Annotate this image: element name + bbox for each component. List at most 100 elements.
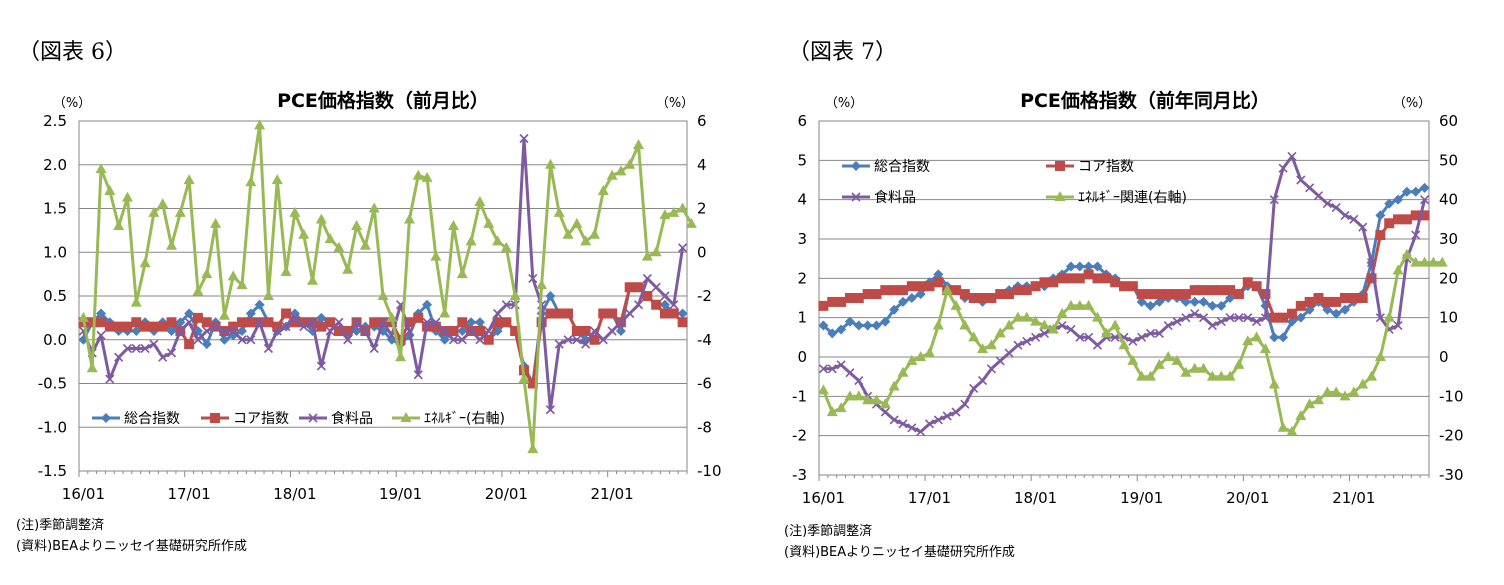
data-point [1065, 261, 1076, 272]
data-point [1190, 309, 1200, 319]
data-point [1305, 183, 1315, 193]
data-point [316, 361, 326, 371]
data-point [114, 352, 124, 362]
data-point [378, 317, 388, 327]
data-point [113, 220, 125, 230]
data-point [528, 273, 538, 284]
data-point [527, 443, 539, 454]
data-point [149, 339, 159, 349]
legend-label: 食料品 [874, 189, 916, 206]
data-point [669, 300, 679, 310]
data-point [562, 228, 574, 239]
data-point [131, 343, 141, 354]
data-point [527, 378, 538, 389]
data-point [342, 326, 353, 336]
data-point [1145, 300, 1156, 311]
data-point [395, 351, 407, 362]
y-tick-label: 2 [797, 269, 807, 287]
data-point [853, 320, 864, 331]
data-point [1145, 289, 1156, 300]
data-point [915, 281, 926, 292]
data-point [166, 239, 178, 250]
data-point [298, 317, 309, 328]
data-point [1269, 195, 1279, 205]
y2-tick-label: 30 [1439, 230, 1458, 248]
data-point [588, 228, 600, 239]
data-point [836, 296, 847, 307]
data-point [86, 362, 98, 373]
data-point [307, 274, 319, 285]
data-point [1401, 186, 1412, 197]
data-point [951, 407, 961, 417]
data-point [342, 263, 354, 274]
data-point [492, 235, 504, 246]
data-point [475, 335, 485, 345]
data-point [659, 299, 670, 310]
data-point [315, 213, 327, 224]
data-point [1189, 285, 1200, 296]
data-point [1198, 296, 1209, 307]
data-point [844, 390, 856, 401]
data-point [853, 293, 864, 303]
data-point [192, 312, 203, 323]
data-point [333, 326, 344, 336]
data-point [1304, 296, 1315, 307]
data-point [589, 334, 600, 345]
data-point [1039, 328, 1050, 338]
data-point [95, 163, 107, 174]
series-1 [818, 210, 1430, 323]
x-tick-label: 21/01 [1332, 489, 1375, 507]
data-point [307, 317, 318, 327]
data-point [607, 326, 617, 336]
data-point [1198, 285, 1209, 296]
data-point [951, 285, 962, 296]
y-tick-label: 4 [797, 191, 807, 209]
data-point [1118, 339, 1130, 350]
data-point [1004, 348, 1014, 358]
data-point [932, 319, 944, 330]
data-point [1216, 317, 1226, 327]
data-point [545, 308, 556, 319]
data-point [158, 352, 168, 362]
data-point [184, 339, 195, 350]
data-point [254, 299, 265, 310]
data-point [1048, 277, 1059, 288]
data-point [474, 326, 485, 336]
data-point [1189, 296, 1200, 307]
x-tick-label: 16/01 [802, 489, 845, 507]
data-point [607, 308, 618, 319]
x-tick-label: 18/01 [1014, 489, 1057, 507]
y-tick-label: 0 [797, 348, 807, 366]
legend-label: コア指数 [233, 411, 289, 427]
data-point [140, 343, 150, 354]
data-point [986, 364, 996, 374]
data-point [1083, 261, 1094, 272]
x-tick-label: 20/01 [485, 485, 528, 503]
y-tick-label: 1.0 [43, 243, 67, 261]
data-point [192, 285, 204, 296]
data-point [977, 293, 988, 303]
data-point [343, 335, 353, 345]
legend-marker [1054, 191, 1066, 201]
data-point [1136, 370, 1148, 381]
data-point [1083, 299, 1095, 310]
data-point [1375, 313, 1385, 323]
data-point [1084, 332, 1094, 342]
data-point [1401, 248, 1413, 259]
data-point [572, 335, 582, 345]
data-point [968, 331, 980, 342]
data-point [845, 368, 855, 378]
data-point [1065, 299, 1077, 310]
data-point [977, 343, 989, 354]
data-point [1331, 296, 1342, 307]
data-point [677, 317, 688, 328]
note-line: (注)季節調整済 [784, 524, 873, 539]
data-point [1436, 256, 1448, 267]
data-point [1012, 285, 1023, 296]
data-point [263, 343, 274, 354]
data-point [827, 328, 838, 339]
data-point [1393, 214, 1404, 225]
data-point [817, 384, 829, 395]
data-point [1074, 273, 1085, 284]
data-point [941, 284, 953, 295]
